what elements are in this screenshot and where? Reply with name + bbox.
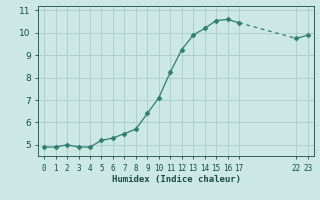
X-axis label: Humidex (Indice chaleur): Humidex (Indice chaleur) <box>111 175 241 184</box>
